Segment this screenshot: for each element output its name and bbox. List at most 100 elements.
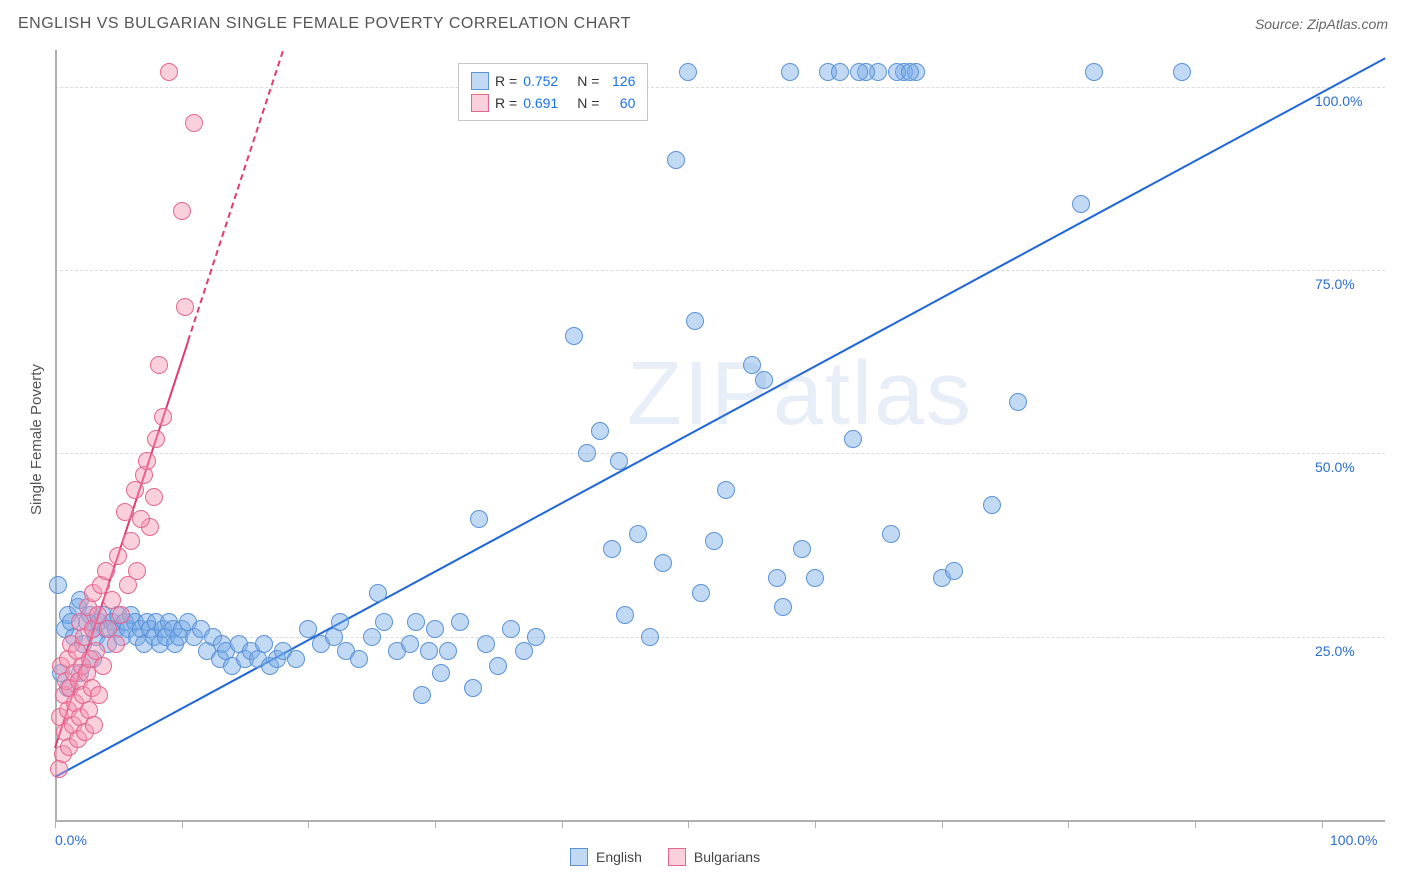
legend-series-label: Bulgarians (694, 849, 760, 865)
data-point (173, 202, 191, 220)
y-tick-label: 100.0% (1315, 93, 1362, 109)
data-point (363, 628, 381, 646)
data-point (401, 635, 419, 653)
grid-line (55, 637, 1385, 638)
data-point (112, 606, 130, 624)
data-point (90, 686, 108, 704)
data-point (407, 613, 425, 631)
data-point (692, 584, 710, 602)
trend-line (55, 57, 1386, 777)
x-tick-mark (1322, 820, 1323, 828)
data-point (705, 532, 723, 550)
grid-line (55, 270, 1385, 271)
data-point (255, 635, 273, 653)
legend-r-value: 0.691 (523, 95, 571, 111)
grid-line (55, 87, 1385, 88)
plot-area: 25.0%50.0%75.0%100.0%0.0%100.0% (55, 50, 1385, 820)
data-point (603, 540, 621, 558)
x-tick-mark (182, 820, 183, 828)
x-tick-mark (1068, 820, 1069, 828)
data-point (287, 650, 305, 668)
legend-r-label: R = (495, 73, 517, 89)
x-tick-mark (688, 820, 689, 828)
y-tick-label: 50.0% (1315, 459, 1355, 475)
data-point (94, 657, 112, 675)
data-point (132, 510, 150, 528)
chart-title: ENGLISH VS BULGARIAN SINGLE FEMALE POVER… (18, 15, 631, 33)
data-point (451, 613, 469, 631)
data-point (831, 63, 849, 81)
legend-r-value: 0.752 (523, 73, 571, 89)
data-point (667, 151, 685, 169)
data-point (768, 569, 786, 587)
x-tick-mark (942, 820, 943, 828)
x-tick-mark (815, 820, 816, 828)
data-point (591, 422, 609, 440)
data-point (176, 298, 194, 316)
data-point (477, 635, 495, 653)
data-point (331, 613, 349, 631)
legend-r-label: R = (495, 95, 517, 111)
data-point (185, 114, 203, 132)
legend-row: R =0.691N =60 (471, 92, 635, 114)
data-point (369, 584, 387, 602)
data-point (350, 650, 368, 668)
data-point (781, 63, 799, 81)
data-point (774, 598, 792, 616)
legend-swatch (471, 72, 489, 90)
data-point (413, 686, 431, 704)
legend-swatch (668, 848, 686, 866)
legend-n-label: N = (577, 95, 599, 111)
data-point (109, 547, 127, 565)
data-point (616, 606, 634, 624)
legend-swatch (471, 94, 489, 112)
chart-header: ENGLISH VS BULGARIAN SINGLE FEMALE POVER… (0, 0, 1406, 40)
data-point (901, 63, 919, 81)
data-point (439, 642, 457, 660)
chart-source: Source: ZipAtlas.com (1255, 16, 1388, 32)
data-point (502, 620, 520, 638)
legend-row: R = 0.752 N = 126 (471, 70, 635, 92)
correlation-legend: R =0.752N =126R =0.691N =60 (458, 63, 648, 121)
data-point (515, 642, 533, 660)
grid-line (55, 453, 1385, 454)
data-point (489, 657, 507, 675)
x-tick-mark (55, 820, 56, 828)
y-tick-label: 75.0% (1315, 276, 1355, 292)
legend-series-label: English (596, 849, 642, 865)
data-point (578, 444, 596, 462)
data-point (375, 613, 393, 631)
x-tick-label-min: 0.0% (55, 832, 87, 848)
data-point (1009, 393, 1027, 411)
data-point (145, 488, 163, 506)
data-point (654, 554, 672, 572)
y-axis-label: Single Female Poverty (28, 364, 45, 515)
data-point (945, 562, 963, 580)
data-point (610, 452, 628, 470)
x-tick-mark (562, 820, 563, 828)
data-point (527, 628, 545, 646)
data-point (844, 430, 862, 448)
data-point (426, 620, 444, 638)
source-prefix: Source: (1255, 16, 1307, 32)
legend-n-value: 126 (605, 73, 635, 89)
data-point (147, 430, 165, 448)
legend-n-label: N = (577, 73, 599, 89)
x-tick-label-max: 100.0% (1330, 832, 1377, 848)
data-point (743, 356, 761, 374)
data-point (1173, 63, 1191, 81)
series-legend: English Bulgarians (570, 848, 778, 866)
data-point (154, 408, 172, 426)
data-point (138, 452, 156, 470)
x-tick-mark (435, 820, 436, 828)
data-point (629, 525, 647, 543)
data-point (116, 503, 134, 521)
data-point (850, 63, 868, 81)
data-point (882, 525, 900, 543)
x-tick-mark (308, 820, 309, 828)
data-point (107, 635, 125, 653)
data-point (299, 620, 317, 638)
data-point (717, 481, 735, 499)
trend-line (187, 51, 284, 342)
data-point (122, 532, 140, 550)
